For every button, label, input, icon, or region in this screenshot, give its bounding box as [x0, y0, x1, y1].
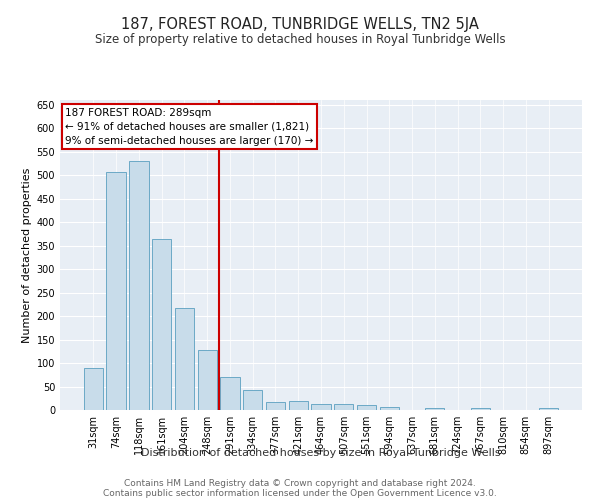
Text: Distribution of detached houses by size in Royal Tunbridge Wells: Distribution of detached houses by size …	[141, 448, 501, 458]
Bar	[289, 400, 308, 410]
Bar	[425, 408, 445, 410]
Bar	[334, 404, 353, 410]
Bar	[175, 308, 194, 410]
Y-axis label: Number of detached properties: Number of detached properties	[22, 168, 32, 342]
Bar	[197, 350, 217, 410]
Text: 187, FOREST ROAD, TUNBRIDGE WELLS, TN2 5JA: 187, FOREST ROAD, TUNBRIDGE WELLS, TN2 5…	[121, 18, 479, 32]
Bar	[152, 238, 172, 410]
Text: Size of property relative to detached houses in Royal Tunbridge Wells: Size of property relative to detached ho…	[95, 32, 505, 46]
Bar	[243, 390, 262, 410]
Bar	[129, 161, 149, 410]
Bar	[311, 404, 331, 410]
Bar	[266, 402, 285, 410]
Text: 187 FOREST ROAD: 289sqm
← 91% of detached houses are smaller (1,821)
9% of semi-: 187 FOREST ROAD: 289sqm ← 91% of detache…	[65, 108, 314, 146]
Bar	[380, 407, 399, 410]
Bar	[84, 368, 103, 410]
Bar	[357, 406, 376, 410]
Bar	[220, 377, 239, 410]
Text: Contains HM Land Registry data © Crown copyright and database right 2024.: Contains HM Land Registry data © Crown c…	[124, 478, 476, 488]
Bar	[470, 408, 490, 410]
Bar	[539, 408, 558, 410]
Bar	[106, 172, 126, 410]
Text: Contains public sector information licensed under the Open Government Licence v3: Contains public sector information licen…	[103, 488, 497, 498]
